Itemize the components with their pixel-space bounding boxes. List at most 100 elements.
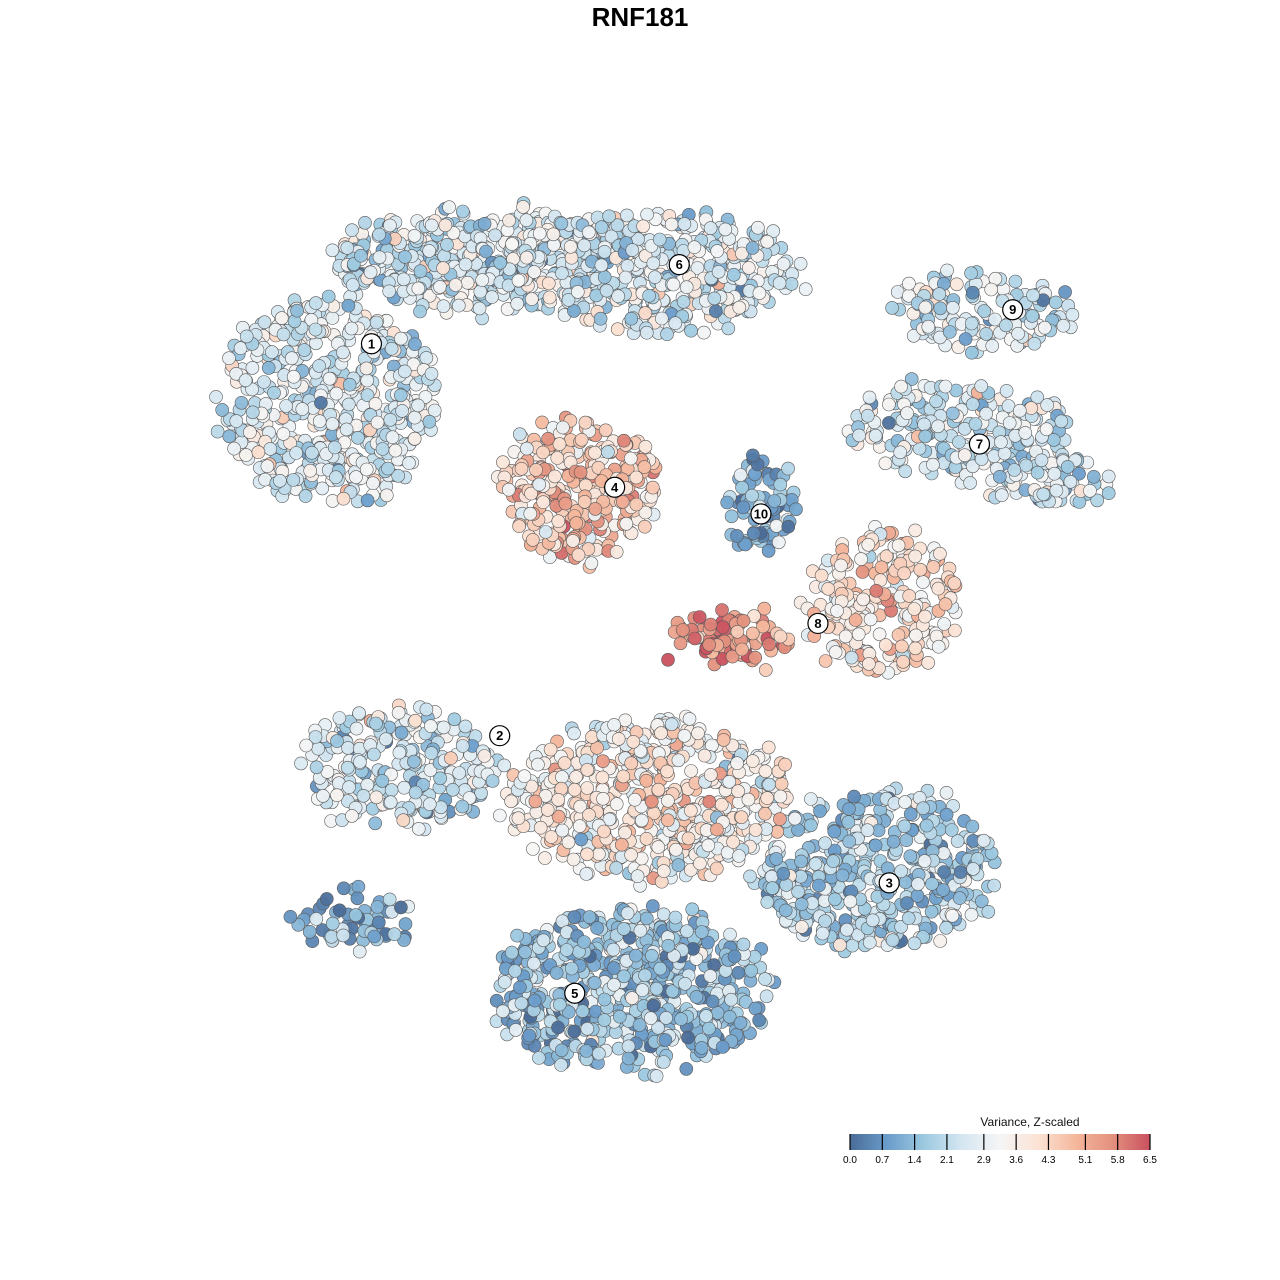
cell-point-cluster-5 [526,842,540,856]
cell-point-cluster-4 [558,496,573,511]
cell-point-cluster-1 [322,371,337,386]
cell-point-cluster-9 [1065,307,1080,322]
cluster-label-text: 1 [368,336,375,351]
cell-point-cluster-5 [564,961,579,976]
cell-point-cluster-8 [921,655,936,670]
cell-point-cluster-2 [445,782,460,797]
cell-point-cluster-5 [572,819,587,833]
cell-point-cluster-3 [833,938,847,952]
cell-point-cluster-3 [791,884,805,899]
cell-point-cluster-9 [985,339,1000,353]
cell-point-cluster-5 [621,1039,636,1054]
cell-point-cluster-1 [209,390,223,404]
cell-point-cluster-5 [551,792,566,807]
cell-point-cluster-5 [606,961,621,975]
cell-point-cluster-5 [628,948,643,963]
cell-point-cluster-5 [678,976,692,991]
cell-point-cluster-9 [1049,295,1063,310]
cell-point-cluster-3 [965,819,980,834]
cell-point-cluster-3 [769,852,784,866]
cell-point-cluster-2 [356,788,371,803]
cell-point-cluster-7 [1030,465,1045,480]
cell-point-cluster-10 [733,468,748,482]
cell-point-cluster-5 [694,1041,709,1055]
cell-point-cluster-2 [485,774,500,788]
cell-point-cluster-10 [781,519,796,534]
cell-point-cluster-5 [527,956,541,971]
cell-point-cluster-8 [745,626,760,641]
cell-point-cluster-5 [658,1033,673,1047]
cell-point-cluster-1 [290,303,304,318]
cell-point-cluster-2 [497,758,512,773]
cell-point-cluster-5 [508,1023,523,1037]
cell-point-cluster-1 [276,427,291,441]
cell-point-cluster-9 [885,301,899,315]
cell-point-cluster-3 [907,936,922,951]
cell-point-cluster-6 [610,322,625,337]
cell-point-cluster-1 [298,489,313,503]
cell-point-cluster-3 [901,911,916,926]
cell-point-cluster-2 [316,789,330,803]
cell-point-cluster-1 [246,405,260,420]
cell-point-cluster-1 [395,404,409,418]
cell-point-cluster-5 [645,899,660,913]
cell-point-cluster-6 [721,321,736,336]
cell-point-cluster-5 [705,994,720,1009]
cell-point-cluster-9 [984,282,999,297]
cell-point-cluster-5 [597,824,611,839]
cell-point-cluster-4 [609,545,624,559]
cell-point-cluster-8 [715,603,729,617]
cell-point-cluster-5 [569,770,583,784]
cell-point-cluster-1 [284,351,299,366]
cell-point-cluster-7 [882,397,896,412]
cell-point-cluster-5 [597,1013,612,1027]
cell-point-cluster-1 [436,299,451,314]
cell-point-cluster-3 [813,804,827,818]
cell-point-cluster-4 [629,470,644,485]
cell-point-cluster-1 [305,445,319,460]
cell-point-cluster-3 [862,935,877,950]
cell-point-cluster-5 [736,937,751,952]
cell-point-cluster-6 [707,291,722,306]
cell-point-cluster-1 [407,431,422,446]
cell-point-cluster-2 [350,891,365,906]
cell-point-cluster-5 [624,848,638,862]
cell-point-cluster-4 [578,415,593,430]
cell-point-cluster-7 [963,476,977,490]
cell-point-cluster-2 [311,741,326,756]
cell-point-cluster-6 [638,306,653,320]
cell-point-cluster-1 [325,417,340,431]
cell-point-cluster-2 [387,927,402,942]
cell-point-cluster-6 [642,288,656,303]
cell-point-cluster-1 [413,264,428,279]
cell-point-cluster-7 [1101,469,1116,484]
cell-point-cluster-1 [541,276,556,291]
cell-point-cluster-5 [566,852,581,867]
cell-point-cluster-8 [937,617,951,631]
cell-point-cluster-10 [720,495,735,510]
cell-point-cluster-2 [424,746,439,760]
cell-point-cluster-5 [587,975,602,990]
cell-point-cluster-1 [279,399,293,413]
cell-point-cluster-1 [397,364,412,379]
cell-point-cluster-1 [327,440,342,455]
cell-point-cluster-1 [411,398,425,413]
cell-point-cluster-2 [383,795,398,810]
cell-point-cluster-1 [321,289,336,304]
cluster-label-text: 8 [814,616,821,631]
cell-point-cluster-5 [595,770,610,785]
cell-point-cluster-1 [393,388,408,403]
cell-point-cluster-5 [621,1051,636,1066]
cell-point-cluster-6 [793,256,808,271]
cell-point-cluster-5 [656,864,671,878]
cell-point-cluster-5 [758,972,772,986]
cell-point-cluster-6 [519,250,534,265]
cell-point-cluster-1 [379,488,394,503]
cell-point-cluster-1 [222,429,237,444]
cell-point-cluster-1 [257,375,271,389]
cell-point-cluster-6 [639,325,654,340]
cell-point-cluster-3 [885,933,900,948]
cell-point-cluster-2 [340,760,355,775]
cell-point-cluster-5 [555,823,570,838]
cell-point-cluster-7 [1083,483,1097,498]
